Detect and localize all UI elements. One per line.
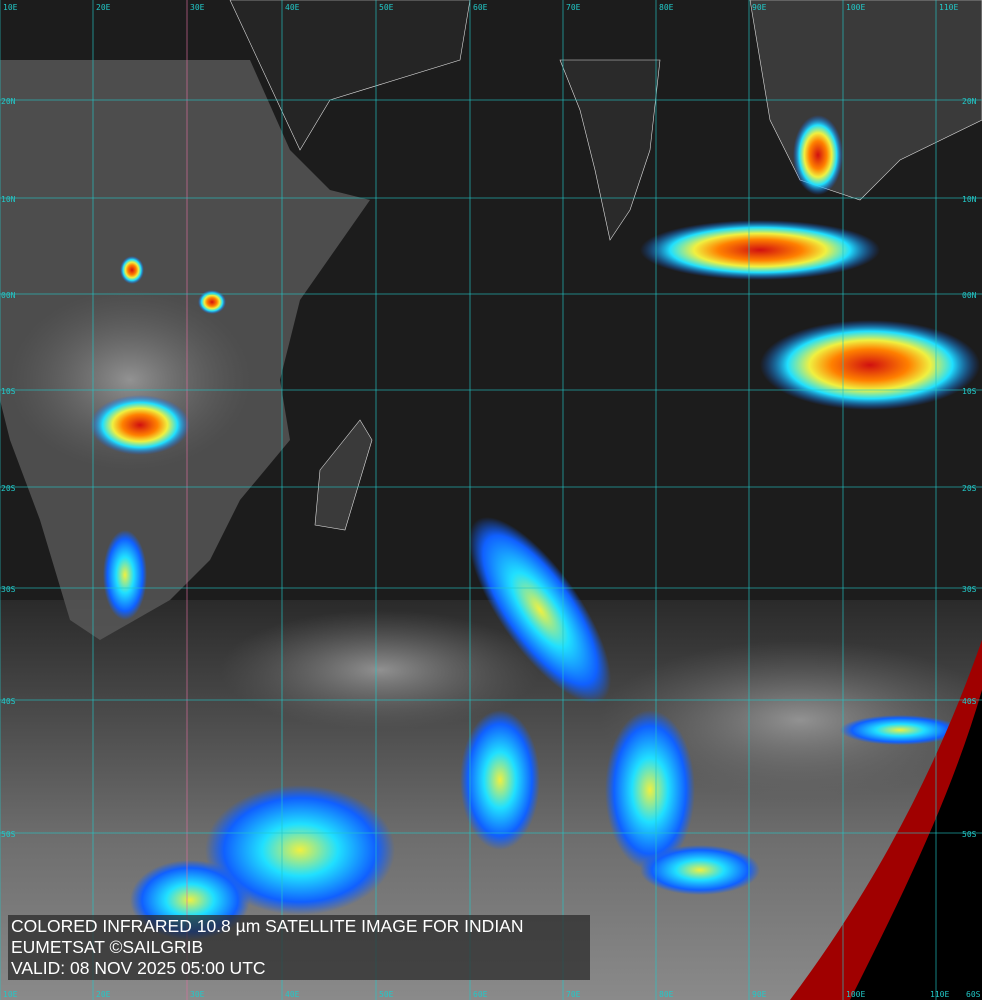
caption-source: EUMETSAT ©SAILGRIB bbox=[11, 937, 204, 957]
longitude-label-bottom: 70E bbox=[566, 990, 581, 999]
cloud-band bbox=[205, 785, 395, 915]
latitude-label-left: 40S bbox=[1, 697, 16, 706]
latitude-label-right: 30S bbox=[962, 585, 977, 594]
longitude-label-bottom: 110E bbox=[930, 990, 949, 999]
latitude-label-left: 20N bbox=[1, 97, 16, 106]
longitude-label-top: 10E bbox=[3, 3, 18, 12]
longitude-label-top: 100E bbox=[846, 3, 865, 12]
latitude-label-right: 20S bbox=[962, 484, 977, 493]
storm-cell bbox=[90, 395, 190, 455]
longitude-label-top: 40E bbox=[285, 3, 300, 12]
caption-valid-time: VALID: 08 NOV 2025 05:00 UTC bbox=[11, 958, 266, 978]
caption-title: COLORED INFRARED 10.8 µm SATELLITE IMAGE… bbox=[11, 916, 524, 936]
longitude-label-bottom: 100E bbox=[846, 990, 865, 999]
cloud-band bbox=[468, 517, 612, 703]
latitude-label-right: 10S bbox=[962, 387, 977, 396]
longitude-label-bottom: 10E bbox=[3, 990, 18, 999]
longitude-label-bottom: 40E bbox=[285, 990, 300, 999]
madagascar-landmass bbox=[314, 419, 373, 531]
latitude-label-left: 50S bbox=[1, 830, 16, 839]
latitude-label-right: 40S bbox=[962, 697, 977, 706]
latitude-label-right: 20N bbox=[962, 97, 977, 106]
latitude-label-left: 20S bbox=[1, 484, 16, 493]
latitude-label-right: 50S bbox=[962, 830, 977, 839]
cloud-band bbox=[460, 710, 540, 850]
storm-cell bbox=[198, 290, 226, 314]
storm-cell bbox=[120, 256, 144, 284]
storm-cell bbox=[640, 220, 880, 280]
longitude-label-top: 60E bbox=[473, 3, 488, 12]
storm-cell bbox=[760, 320, 980, 410]
latitude-label-left: 00N bbox=[1, 291, 16, 300]
latitude-label-right: 00N bbox=[962, 291, 977, 300]
india-landmass bbox=[559, 59, 661, 241]
longitude-label-top: 30E bbox=[190, 3, 205, 12]
arabia-landmass bbox=[229, 0, 471, 151]
image-caption: COLORED INFRARED 10.8 µm SATELLITE IMAGE… bbox=[8, 915, 590, 980]
longitude-label-top: 50E bbox=[379, 3, 394, 12]
longitude-label-bottom: 80E bbox=[659, 990, 674, 999]
cloud-band bbox=[840, 715, 960, 745]
space bbox=[850, 690, 982, 1000]
cloud-band bbox=[640, 845, 760, 895]
longitude-label-bottom: 30E bbox=[190, 990, 205, 999]
latitude-label-left: 10S bbox=[1, 387, 16, 396]
longitude-label-top: 70E bbox=[566, 3, 581, 12]
latitude-label-right: 60S bbox=[966, 990, 981, 999]
longitude-label-top: 80E bbox=[659, 3, 674, 12]
longitude-label-bottom: 90E bbox=[752, 990, 767, 999]
longitude-label-top: 20E bbox=[96, 3, 111, 12]
longitude-label-bottom: 60E bbox=[473, 990, 488, 999]
longitude-label-top: 110E bbox=[939, 3, 958, 12]
latitude-label-right: 10N bbox=[962, 195, 977, 204]
latitude-label-left: 30S bbox=[1, 585, 16, 594]
latitude-label-left: 10N bbox=[1, 195, 16, 204]
longitude-label-bottom: 20E bbox=[96, 990, 111, 999]
longitude-label-bottom: 50E bbox=[379, 990, 394, 999]
cloud bbox=[600, 640, 982, 800]
cloud-band bbox=[103, 530, 147, 620]
longitude-label-top: 90E bbox=[752, 3, 767, 12]
storm-cell bbox=[793, 115, 843, 195]
cloud-band bbox=[605, 710, 695, 870]
